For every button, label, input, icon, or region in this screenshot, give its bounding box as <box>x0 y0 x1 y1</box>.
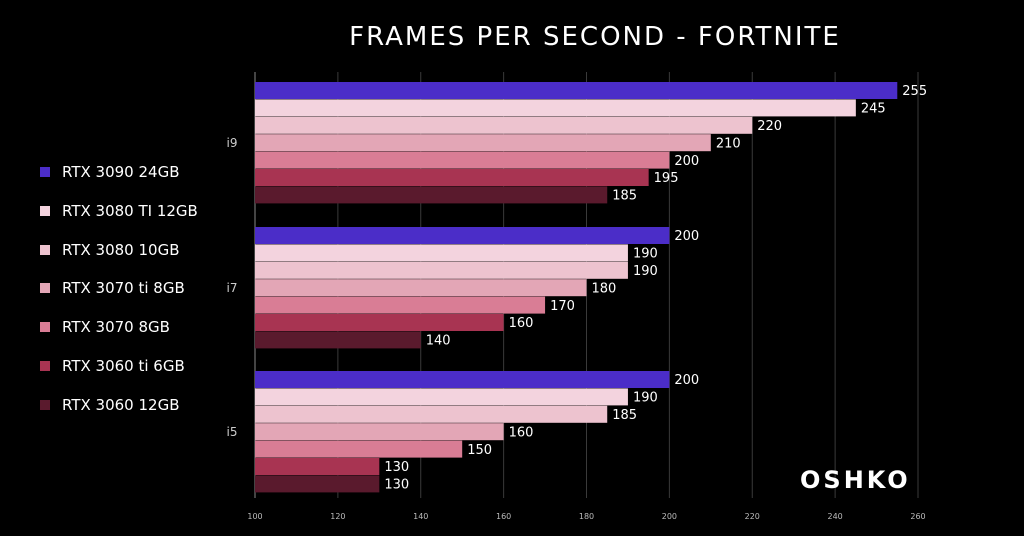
data-label: 130 <box>384 478 409 493</box>
bar <box>255 388 628 406</box>
bar <box>255 227 670 244</box>
brand-logo: OSHKO <box>800 466 911 494</box>
legend-item: RTX 3080 TI 12GB <box>40 201 198 221</box>
legend-item: RTX 3060 12GB <box>40 395 179 415</box>
legend-label: RTX 3070 8GB <box>62 318 170 337</box>
legend-swatch <box>40 167 50 177</box>
x-tick-label: 260 <box>910 512 925 521</box>
bar <box>255 99 856 117</box>
legend-item: RTX 3060 ti 6GB <box>40 356 185 376</box>
data-label: 170 <box>550 299 575 314</box>
legend-item: RTX 3070 8GB <box>40 317 170 337</box>
legend-label: RTX 3060 12GB <box>62 395 180 414</box>
data-label: 245 <box>861 102 886 117</box>
data-label: 220 <box>757 119 782 134</box>
x-tick-label: 180 <box>579 512 594 521</box>
data-label: 185 <box>612 189 637 204</box>
bar <box>255 279 587 297</box>
bar <box>255 458 380 475</box>
bar <box>255 82 898 99</box>
legend-label: RTX 3080 TI 12GB <box>62 201 198 220</box>
category-label: i9 <box>227 136 238 150</box>
x-tick-label: 240 <box>827 512 842 521</box>
legend-item: RTX 3070 ti 8GB <box>40 278 185 298</box>
bar <box>255 423 504 441</box>
data-label: 180 <box>592 281 617 296</box>
data-label: 255 <box>902 84 927 99</box>
x-tick-label: 120 <box>330 512 345 521</box>
category-label: i7 <box>227 281 238 295</box>
data-label: 200 <box>674 154 699 169</box>
data-label: 190 <box>633 391 658 406</box>
bar <box>255 371 670 388</box>
data-label: 195 <box>654 171 679 186</box>
legend-item: RTX 3090 24GB <box>40 162 179 182</box>
legend-swatch <box>40 205 50 216</box>
legend-swatch <box>40 361 50 371</box>
bar <box>255 261 628 279</box>
data-label: 160 <box>509 316 534 331</box>
bar <box>255 314 504 331</box>
bar <box>255 405 608 423</box>
legend-swatch <box>40 322 50 333</box>
legend-label: RTX 3060 ti 6GB <box>62 357 185 375</box>
chart-title: FRAMES PER SECOND - FORTNITE <box>349 22 841 52</box>
data-label: 200 <box>674 229 699 244</box>
x-tick-label: 220 <box>745 512 760 521</box>
bar <box>255 475 380 493</box>
bar <box>255 296 546 314</box>
bar <box>255 151 670 169</box>
bar <box>255 186 608 204</box>
bar <box>255 116 753 134</box>
legend-label: RTX 3080 10GB <box>62 240 180 259</box>
data-label: 140 <box>426 334 451 349</box>
data-label: 210 <box>716 136 741 151</box>
legend-swatch <box>40 283 50 294</box>
bar <box>255 440 463 458</box>
bar <box>255 134 711 152</box>
bar <box>255 244 628 262</box>
legend-label: RTX 3070 ti 8GB <box>62 279 185 298</box>
x-tick-label: 160 <box>496 512 511 521</box>
x-tick-label: 200 <box>662 512 677 521</box>
data-label: 160 <box>509 425 534 440</box>
x-tick-label: 140 <box>413 512 428 521</box>
category-label: i5 <box>227 425 238 439</box>
legend-swatch <box>40 399 50 410</box>
data-label: 200 <box>674 373 699 388</box>
legend-swatch <box>40 244 50 255</box>
x-tick-label: 100 <box>247 512 262 521</box>
data-label: 185 <box>612 408 637 423</box>
data-label: 130 <box>384 460 409 475</box>
data-label: 190 <box>633 264 658 279</box>
legend-label: RTX 3090 24GB <box>62 163 180 181</box>
data-label: 190 <box>633 247 658 262</box>
legend-item: RTX 3080 10GB <box>40 240 179 260</box>
bar <box>255 169 649 186</box>
bar <box>255 331 421 349</box>
data-label: 150 <box>467 443 492 458</box>
